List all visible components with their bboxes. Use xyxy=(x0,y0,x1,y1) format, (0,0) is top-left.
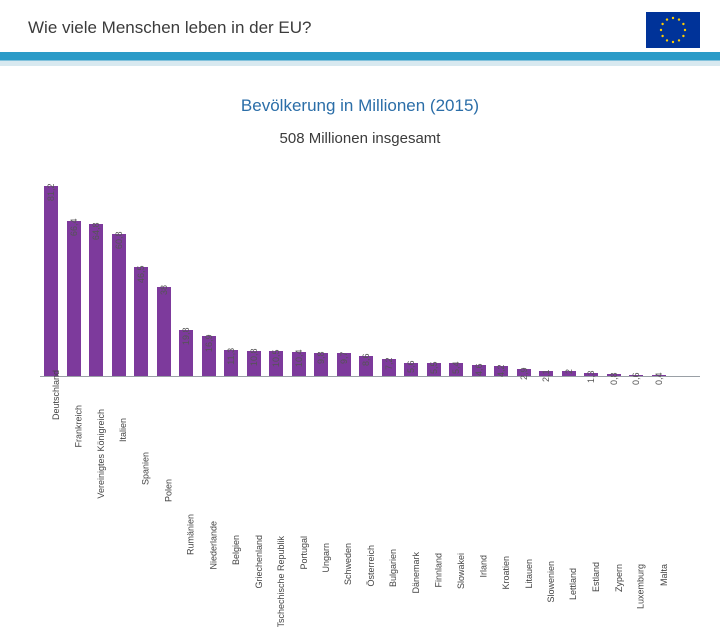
bar-col: 8,6Österreich xyxy=(357,341,375,376)
bar-rect xyxy=(67,221,81,376)
bar-category-label: Slowenien xyxy=(546,561,556,603)
bar-value-label: 2,9 xyxy=(519,367,529,380)
bar-value-label: 8,6 xyxy=(361,354,371,367)
bar-category-label: Slowakei xyxy=(456,553,466,589)
bar-col: 10,8Griechenland xyxy=(245,331,263,376)
bar-value-label: 5,6 xyxy=(406,361,416,374)
bar-value-label: 5,5 xyxy=(429,361,439,374)
bar-category-label: Lettland xyxy=(569,568,579,600)
bar-category-label: Malta xyxy=(659,564,669,586)
bar-value-label: 9,8 xyxy=(316,351,326,364)
bar-value-label: 64,8 xyxy=(91,222,101,240)
bar-rect xyxy=(134,267,148,376)
page-title: Wie viele Menschen leben in der EU? xyxy=(28,18,311,38)
bar-category-label: Portugal xyxy=(299,536,309,570)
bar-rect xyxy=(89,224,103,376)
bar-value-label: 0,6 xyxy=(631,373,641,386)
header: Wie viele Menschen leben in der EU? xyxy=(0,0,720,56)
bar-category-label: Spanien xyxy=(141,452,151,485)
bar-col: 9,8Ungarn xyxy=(312,339,330,376)
bar-category-label: Österreich xyxy=(366,545,376,587)
bar-rect xyxy=(112,234,126,376)
bar-value-label: 2 xyxy=(564,369,574,374)
population-bar-chart: 81,2Deutschland66,4Frankreich64,8Vereini… xyxy=(40,177,700,497)
chart-title: Bevölkerung in Millionen (2015) xyxy=(0,96,720,116)
bar-value-label: 10,4 xyxy=(294,350,304,368)
bar-category-label: Italien xyxy=(119,418,129,442)
bar-value-label: 46,5 xyxy=(136,265,146,283)
bar-category-label: Luxemburg xyxy=(636,564,646,609)
bar-col: 11,3Belgien xyxy=(222,331,240,376)
bar-value-label: 11,3 xyxy=(226,348,236,365)
bar-col: 1,3Estland xyxy=(582,358,600,376)
bar-col: 60,8Italien xyxy=(110,214,128,376)
bar-category-label: Niederlande xyxy=(209,521,219,570)
bar-col: 64,8Vereinigtes Königreich xyxy=(87,205,105,376)
bar-col: 38Polen xyxy=(155,275,173,376)
bar-category-label: Griechenland xyxy=(254,535,264,589)
bar-col: 0,8Zypern xyxy=(605,360,623,376)
bar-col: 4,2Kroatien xyxy=(492,352,510,376)
bar-col: 0,6Luxemburg xyxy=(627,360,645,376)
bar-category-label: Vereinigtes Königreich xyxy=(96,409,106,499)
bar-col: 46,5Spanien xyxy=(132,248,150,376)
bar-value-label: 10,8 xyxy=(249,349,259,367)
bar-category-label: Dänemark xyxy=(411,552,421,594)
bar-category-label: Frankreich xyxy=(74,405,84,448)
bar-col: 2,1Slowenien xyxy=(537,357,555,376)
bar-col: 5,4Slowakei xyxy=(447,349,465,376)
bar-category-label: Litauen xyxy=(524,559,534,589)
bar-value-label: 7,2 xyxy=(384,357,394,370)
bar-value-label: 81,2 xyxy=(46,184,56,202)
bar-col: 0,4Malta xyxy=(650,360,668,376)
bar-value-label: 4,6 xyxy=(474,363,484,376)
bar-value-label: 60,8 xyxy=(114,232,124,250)
bar-col: 16,9Niederlande xyxy=(200,317,218,376)
bar-value-label: 10,5 xyxy=(271,349,281,367)
bar-col: 81,2Deutschland xyxy=(42,166,60,376)
bar-rect xyxy=(44,186,58,376)
bar-category-label: Irland xyxy=(479,555,489,578)
bar-category-label: Zypern xyxy=(614,564,624,592)
bar-category-label: Finnland xyxy=(434,553,444,588)
bar-category-label: Schweden xyxy=(344,543,354,585)
bar-value-label: 19,8 xyxy=(181,328,191,346)
bar-value-label: 16,9 xyxy=(204,334,214,352)
subtitle-block: Bevölkerung in Millionen (2015) 508 Mill… xyxy=(0,96,720,147)
bar-category-label: Tschechische Republik xyxy=(276,536,286,627)
bar-col: 10,4Portugal xyxy=(290,332,308,376)
bar-col: 10,5Tschechische Republik xyxy=(267,332,285,376)
chart-total: 508 Millionen insgesamt xyxy=(0,130,720,147)
bar-category-label: Deutschland xyxy=(51,370,61,420)
bar-value-label: 38 xyxy=(159,285,169,295)
bar-col: 4,6Irland xyxy=(470,351,488,376)
bar-category-label: Belgien xyxy=(231,535,241,565)
bar-col: 2,9Litauen xyxy=(515,355,533,376)
bar-col: 5,5Finnland xyxy=(425,349,443,376)
bar-col: 9,7Schweden xyxy=(335,339,353,376)
bar-col: 5,6Dänemark xyxy=(402,348,420,376)
eu-flag-icon xyxy=(646,12,700,48)
bar-category-label: Bulgarien xyxy=(389,549,399,587)
bar-category-label: Ungarn xyxy=(321,543,331,573)
bar-rect xyxy=(157,287,171,376)
bar-value-label: 9,7 xyxy=(339,351,349,364)
bar-value-label: 5,4 xyxy=(451,361,461,374)
bar-value-label: 4,2 xyxy=(496,364,506,377)
bar-col: 2Lettland xyxy=(560,364,578,376)
bar-value-label: 0,4 xyxy=(654,373,664,386)
bar-category-label: Rumänien xyxy=(186,514,196,555)
bar-value-label: 66,4 xyxy=(69,219,79,237)
bar-value-label: 1,3 xyxy=(586,371,596,384)
bar-value-label: 2,1 xyxy=(541,369,551,382)
bar-category-label: Polen xyxy=(164,479,174,502)
bar-col: 7,2Bulgarien xyxy=(380,345,398,376)
bar-col: 66,4Frankreich xyxy=(65,201,83,376)
bar-category-label: Estland xyxy=(591,562,601,592)
header-stripe xyxy=(0,52,720,66)
bar-value-label: 0,8 xyxy=(609,372,619,385)
bar-col: 19,8Rumänien xyxy=(177,310,195,376)
bar-category-label: Kroatien xyxy=(501,556,511,590)
